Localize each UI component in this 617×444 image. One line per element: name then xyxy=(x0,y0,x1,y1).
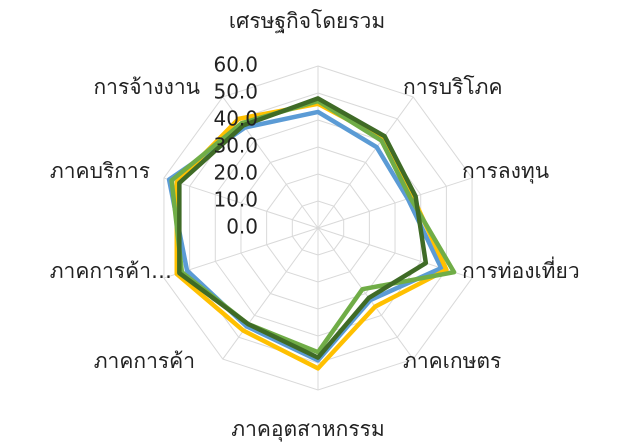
axis-spoke xyxy=(163,177,319,229)
category-label: เศรษฐกิจโดยรวม xyxy=(229,9,385,33)
series-line xyxy=(169,98,457,355)
y-tick-label: 30.0 xyxy=(213,134,258,158)
category-label: ภาคอุตสาหกรรม xyxy=(231,417,385,442)
axis-spoke xyxy=(317,96,414,229)
category-label: การท่องเที่ยว xyxy=(462,256,580,283)
axis-spoke xyxy=(163,227,319,279)
y-tick-label: 40.0 xyxy=(213,107,258,131)
y-tick-label: 0.0 xyxy=(226,215,258,239)
category-label: ภาคบริการ xyxy=(50,159,150,183)
axis-spoke xyxy=(317,177,473,229)
category-label: ภาคการค้า… xyxy=(50,259,172,283)
axis-spoke xyxy=(222,227,319,360)
y-tick-label: 10.0 xyxy=(213,188,258,212)
axis-spoke xyxy=(317,227,414,360)
category-label: การลงทุน xyxy=(462,159,549,184)
y-tick-label: 20.0 xyxy=(213,161,258,185)
category-label: การบริโภค xyxy=(403,75,503,99)
category-label: ภาคเกษตร xyxy=(403,349,501,373)
y-tick-label: 60.0 xyxy=(213,53,258,77)
category-label: การจ้างงาน xyxy=(93,75,200,99)
y-tick-label: 50.0 xyxy=(213,80,258,104)
category-label: ภาคการค้า xyxy=(94,349,195,373)
series-line xyxy=(177,96,429,360)
